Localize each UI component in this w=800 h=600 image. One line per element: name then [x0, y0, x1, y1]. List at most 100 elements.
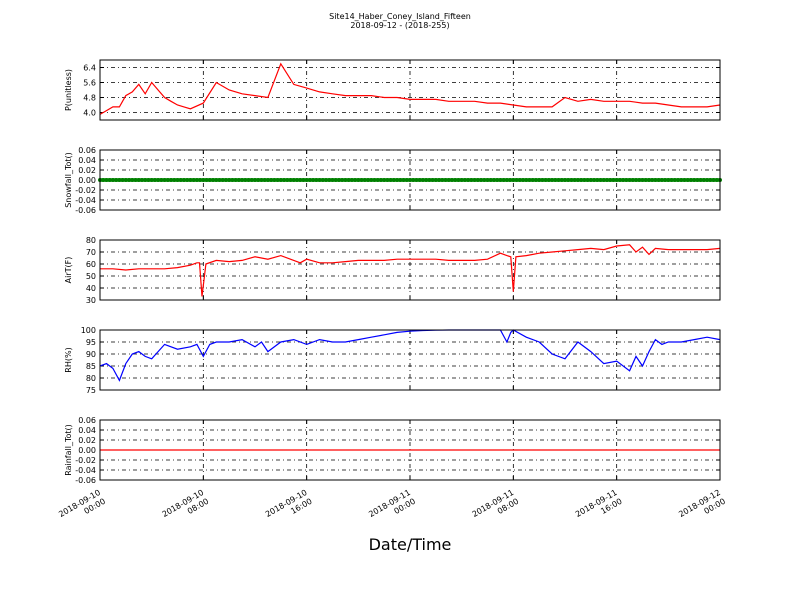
- series-marker: [443, 178, 448, 182]
- series-marker: [353, 178, 358, 182]
- series-marker: [301, 178, 306, 182]
- series-marker: [676, 178, 681, 182]
- series-marker: [408, 178, 412, 182]
- y-tick-label: -0.04: [75, 196, 96, 205]
- series-marker: [679, 178, 684, 182]
- series-marker: [198, 178, 203, 182]
- series-marker: [278, 178, 283, 182]
- series-marker: [114, 178, 119, 182]
- series-marker: [320, 178, 325, 182]
- series-marker: [462, 178, 467, 182]
- series-marker: [624, 178, 629, 182]
- x-tick-label: 2018-09-1008:00: [161, 488, 211, 528]
- y-tick-label: 0.04: [78, 426, 96, 435]
- series-marker: [537, 178, 542, 182]
- series-marker: [110, 178, 115, 182]
- series-marker: [466, 178, 471, 182]
- series-marker: [472, 178, 477, 182]
- series-marker: [169, 178, 174, 182]
- panel-3: 30 40 50 60 70 80 AirT(F): [64, 236, 721, 305]
- y-tick-label: 100: [81, 326, 96, 335]
- y-tick-label: 90: [86, 350, 96, 359]
- series-marker: [378, 178, 383, 182]
- series-marker: [653, 178, 658, 182]
- series-marker: [130, 178, 135, 182]
- y-tick-label: 85: [86, 362, 96, 371]
- series-marker: [272, 178, 277, 182]
- series-marker: [388, 178, 393, 182]
- panel-1: 4.0 4.8 5.6 6.4 P(unitless): [64, 59, 721, 121]
- series-marker: [446, 178, 451, 182]
- series-marker: [433, 178, 438, 182]
- series-marker: [420, 178, 425, 182]
- y-axis-label: P(unitless): [64, 69, 73, 111]
- series-marker: [449, 178, 454, 182]
- y-tick-label: 4.8: [83, 94, 96, 103]
- series-marker: [262, 178, 267, 182]
- series-marker: [288, 178, 293, 182]
- series-marker: [366, 178, 371, 182]
- series-marker: [504, 178, 509, 182]
- series-marker: [550, 178, 555, 182]
- series-marker: [123, 178, 128, 182]
- series-marker: [630, 178, 635, 182]
- series-marker: [194, 178, 199, 182]
- series-marker: [569, 178, 574, 182]
- series-marker: [666, 178, 671, 182]
- series-marker: [572, 178, 577, 182]
- series-marker: [592, 178, 597, 182]
- series-marker: [214, 178, 219, 182]
- y-tick-label: -0.02: [75, 456, 96, 465]
- y-tick-label: 50: [86, 272, 96, 281]
- series-marker: [498, 178, 503, 182]
- series-marker: [291, 178, 296, 182]
- series-marker: [611, 178, 616, 182]
- series-marker: [294, 178, 299, 182]
- series-marker: [346, 178, 351, 182]
- series-marker: [204, 178, 209, 182]
- series-marker: [362, 178, 367, 182]
- series-marker: [298, 178, 303, 182]
- series-marker: [395, 178, 400, 182]
- series-marker: [582, 178, 587, 182]
- series-marker: [604, 178, 609, 182]
- series-marker: [159, 178, 164, 182]
- y-axis-label: AirT(F): [64, 257, 73, 284]
- series-marker: [401, 178, 406, 182]
- series-marker: [514, 178, 519, 182]
- chart-subtitle: 2018-09-12 - (2018-255): [350, 21, 449, 30]
- panel-frame: [99, 149, 721, 211]
- series-marker: [172, 178, 177, 182]
- series-marker: [327, 178, 332, 182]
- series-marker: [411, 178, 416, 182]
- y-tick-label: 0.02: [78, 166, 96, 175]
- y-tick-label: 0.02: [78, 436, 96, 445]
- series-marker: [220, 178, 225, 182]
- x-tick-label: 2018-09-1100:00: [367, 488, 417, 528]
- series-marker: [663, 178, 668, 182]
- y-tick-label: 4.0: [83, 109, 96, 118]
- series-marker: [165, 178, 170, 182]
- panel-4: 75 80 85 90 95 100 RH(%): [64, 326, 721, 395]
- y-tick-label: -0.06: [75, 476, 96, 485]
- series-marker: [324, 178, 329, 182]
- series-marker: [185, 178, 190, 182]
- y-tick-label: 40: [86, 284, 96, 293]
- series-marker: [650, 178, 655, 182]
- series-marker: [430, 178, 435, 182]
- panel-frame: [99, 239, 721, 301]
- series-marker: [637, 178, 642, 182]
- series-marker: [414, 178, 419, 182]
- series-marker: [265, 178, 270, 182]
- chart-title: Site14_Haber_Coney_Island_Fifteen: [329, 12, 471, 21]
- series-marker: [269, 178, 274, 182]
- series-marker: [672, 178, 677, 182]
- series-marker: [246, 178, 251, 182]
- series-marker: [191, 178, 196, 182]
- panel-2: 0.060.040.020.00-0.02-0.04-0.06Snowfall_…: [64, 146, 722, 215]
- series-marker: [382, 178, 387, 182]
- series-marker: [617, 178, 622, 182]
- series-marker: [533, 178, 538, 182]
- series-marker: [127, 178, 132, 182]
